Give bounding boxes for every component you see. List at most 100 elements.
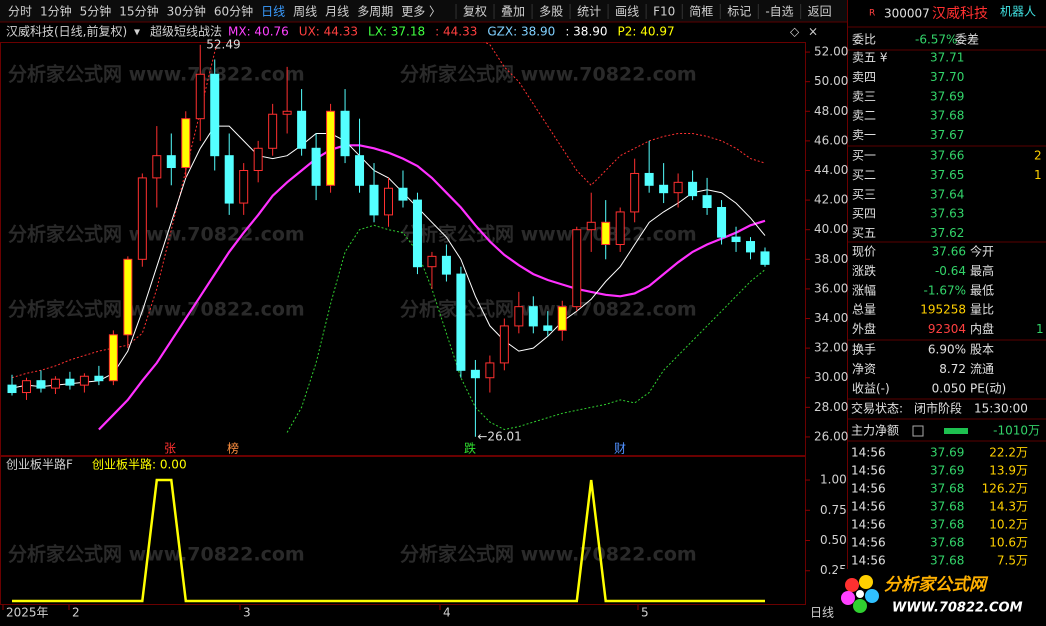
logo-center — [856, 590, 864, 598]
period-tab[interactable]: 5分钟 — [80, 4, 112, 19]
tool-button[interactable]: 返回 — [808, 5, 832, 19]
dropdown-arrow[interactable]: ▾ — [134, 25, 140, 39]
period-tab[interactable]: 分时 — [8, 5, 32, 19]
y-tick-label: 0.50 — [820, 533, 847, 547]
stock-code: 300007 — [884, 7, 930, 21]
flow-bar — [944, 428, 968, 434]
logo-petal — [845, 578, 859, 592]
stat-label: PE(动) — [970, 381, 1006, 395]
stat-value: 195258 — [920, 303, 966, 317]
candle-body — [514, 306, 524, 327]
candle-body — [326, 110, 336, 186]
tool-button[interactable]: 统计 — [577, 5, 601, 19]
y-tick-label: 30.00 — [814, 370, 848, 384]
stat-label: 涨跌 — [852, 263, 876, 278]
label: 委差 — [955, 33, 979, 47]
x-label: 3 — [243, 606, 251, 620]
trade-volume: 10.6万 — [989, 536, 1028, 550]
tool-button[interactable]: 标记 — [727, 5, 751, 19]
candle-body — [485, 362, 495, 379]
tool-button[interactable]: -自选 — [765, 5, 793, 19]
y-tick-label: 36.00 — [814, 281, 848, 295]
candle-body — [268, 113, 278, 149]
tool-button[interactable]: 复权 — [463, 5, 487, 19]
stat-label: 净资 — [852, 362, 876, 376]
candle-body — [253, 147, 263, 171]
trade-price: 37.68 — [930, 536, 964, 550]
candle-body — [369, 184, 379, 216]
stat-label: 最高 — [970, 263, 994, 278]
y-tick-label: 52.00 — [814, 45, 848, 59]
candle-body — [760, 251, 770, 265]
period-tab[interactable]: 更多 〉 — [401, 5, 441, 19]
candle-body — [572, 229, 582, 308]
y-tick-label: 1.00 — [820, 473, 847, 487]
period-tab[interactable]: 15分钟 — [119, 4, 158, 19]
bid-price: 37.63 — [930, 207, 964, 221]
watermark: 分析家公式网 www.70822.com — [8, 223, 305, 246]
candle-body — [441, 255, 451, 275]
event-marker: 跌 — [464, 441, 476, 456]
candle-body — [659, 184, 669, 194]
candle-body — [702, 195, 712, 208]
period-tab[interactable]: 多周期 — [357, 5, 393, 19]
bid-label: 买四 — [852, 207, 876, 221]
candle-body — [630, 172, 640, 213]
tool-button[interactable]: F10 — [653, 5, 675, 19]
stat-label: 收益(-) — [852, 381, 890, 395]
tool-button[interactable]: 多股 — [539, 5, 563, 19]
y-tick-label: 48.00 — [814, 104, 848, 118]
candle-body — [137, 177, 147, 260]
candle-body — [108, 334, 118, 382]
candle-body — [297, 110, 307, 149]
period-tab[interactable]: 月线 — [325, 5, 349, 19]
logo-petal — [841, 591, 855, 605]
bid-price: 37.66 — [930, 149, 964, 163]
collapse-icon[interactable]: ◇ — [790, 25, 800, 39]
tool-button[interactable]: 叠加 — [501, 5, 525, 19]
period-tab[interactable]: 日线 — [261, 5, 285, 19]
tool-button[interactable]: 画线 — [615, 5, 639, 19]
ask-label: 卖三 — [852, 89, 876, 103]
y-tick-label: 0.75 — [820, 503, 847, 517]
period-tab[interactable]: 周线 — [293, 5, 317, 19]
candle-body — [94, 375, 104, 382]
candle-body — [528, 306, 538, 327]
stat-label: 换手 — [852, 343, 876, 357]
period-tab[interactable]: 60分钟 — [214, 4, 253, 19]
close-icon[interactable]: × — [808, 25, 818, 39]
main-frame — [0, 42, 806, 456]
trade-price: 37.68 — [930, 518, 964, 532]
logo-petal — [853, 599, 867, 613]
indicator-line — [11, 42, 766, 379]
stat-label: 今开 — [970, 244, 994, 259]
flow-label: 主力净额 — [851, 424, 899, 438]
bid-volume: 1 — [1034, 168, 1042, 182]
trade-time: 14:56 — [851, 536, 886, 550]
ask-price: 37.68 — [930, 109, 964, 123]
bid-price: 37.65 — [930, 168, 964, 182]
candle-body — [282, 110, 292, 115]
high-label: 52.49 — [206, 37, 240, 51]
legend-item: UX: 44.33 — [299, 25, 358, 39]
tool-button[interactable]: 简框 — [689, 5, 713, 19]
trade-time: 14:56 — [851, 500, 886, 514]
period-tab[interactable]: 30分钟 — [167, 4, 206, 19]
candle-body — [673, 181, 683, 194]
watermark: 分析家公式网 www.70822.com — [400, 543, 697, 566]
candle-body — [7, 384, 17, 394]
watermark: 分析家公式网 www.70822.com — [8, 298, 305, 321]
stat-value: 37.66 — [932, 245, 966, 259]
ask-label: 卖一 — [852, 128, 876, 142]
trade-price: 37.68 — [930, 500, 964, 514]
x-label: 4 — [443, 606, 451, 620]
candle-body — [384, 187, 393, 216]
candle-body — [688, 181, 698, 197]
period-tab[interactable]: 1分钟 — [40, 4, 72, 19]
low-label: ←26.01 — [477, 429, 521, 443]
stat-value: 92304 — [928, 322, 966, 336]
candle-body — [181, 118, 191, 169]
status-time: 15:30:00 — [974, 402, 1028, 416]
